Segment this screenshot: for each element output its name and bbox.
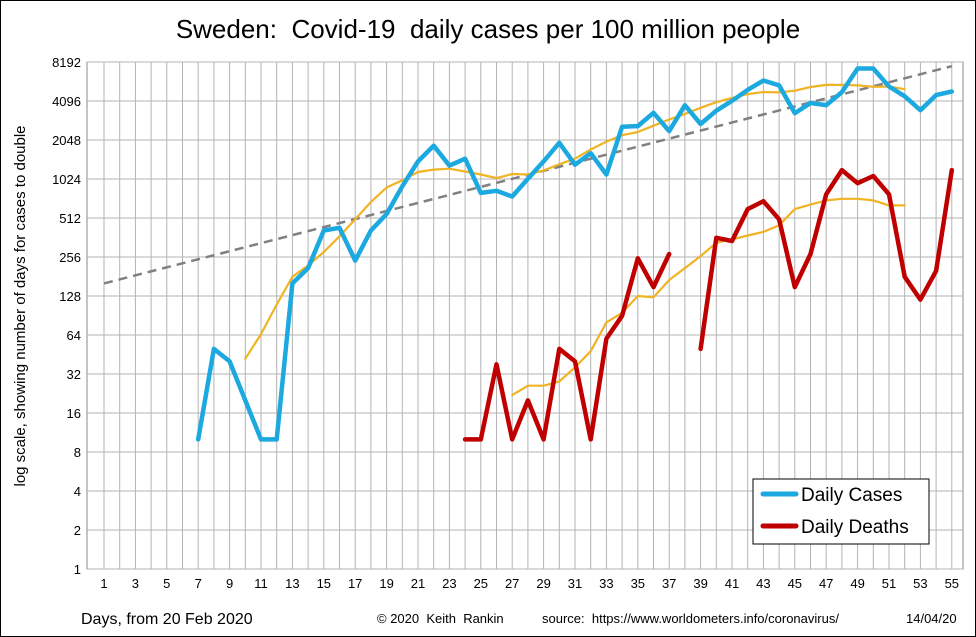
x-tick-label: 9	[226, 576, 233, 591]
grid	[86, 61, 964, 570]
x-tick-label: 51	[882, 576, 896, 591]
legend: Daily Cases Daily Deaths	[752, 478, 930, 545]
y-tick-label: 512	[59, 211, 81, 226]
x-tick-label: 11	[254, 576, 268, 591]
y-tick-label: 64	[67, 328, 81, 343]
series-line-daily-cases	[195, 66, 955, 442]
chart-title: Sweden: Covid-19 daily cases per 100 mil…	[176, 14, 800, 44]
x-tick-label: 45	[788, 576, 802, 591]
x-tick-label: 19	[379, 576, 393, 591]
x-tick-label: 35	[631, 576, 645, 591]
x-tick-label: 31	[568, 576, 582, 591]
y-tick-label: 2	[74, 523, 81, 538]
y-axis-label: log scale, showing number of days for ca…	[12, 125, 29, 486]
x-tick-label: 43	[756, 576, 770, 591]
x-tick-label: 53	[913, 576, 927, 591]
x-tick-label: 39	[693, 576, 707, 591]
x-tick-label: 1	[100, 576, 107, 591]
series-lines	[103, 64, 955, 442]
x-axis-ticks: 1 3 5 7 9 11 13 15 17 19 21 23 25 27 29 31 33 35 37 39 41 43 4…	[100, 576, 959, 591]
x-tick-label: 29	[536, 576, 550, 591]
y-tick-label: 16	[67, 406, 81, 421]
x-tick-label: 3	[132, 576, 139, 591]
y-axis-ticks: 1 2 4 8 16 32 64 128 256 512 1024 2048 4096 8192	[52, 55, 81, 577]
y-tick-label: 128	[59, 289, 81, 304]
x-tick-label: 5	[163, 576, 170, 591]
y-tick-label: 32	[67, 367, 81, 382]
x-tick-label: 37	[662, 576, 676, 591]
legend-label-cases: Daily Cases	[801, 485, 902, 506]
y-tick-label: 1	[74, 562, 81, 577]
date-note: 14/04/20	[906, 611, 957, 626]
copyright-note: © 2020 Keith Rankin	[377, 611, 504, 626]
x-tick-label: 55	[945, 576, 959, 591]
legend-box	[752, 478, 930, 545]
y-tick-label: 256	[59, 250, 81, 265]
y-tick-label: 4	[74, 484, 81, 499]
y-tick-label: 8	[74, 445, 81, 460]
series-line-daily-deaths-2	[698, 167, 955, 352]
x-tick-label: 41	[725, 576, 739, 591]
y-tick-label: 4096	[52, 94, 81, 109]
x-tick-label: 49	[850, 576, 864, 591]
x-tick-label: 21	[411, 576, 425, 591]
y-tick-label: 2048	[52, 133, 81, 148]
x-axis-label: Days, from 20 Feb 2020	[81, 611, 253, 628]
source-note: source: https://www.worldometers.info/co…	[542, 611, 839, 626]
x-tick-label: 23	[442, 576, 456, 591]
legend-label-deaths: Daily Deaths	[801, 517, 909, 538]
x-tick-label: 7	[195, 576, 202, 591]
x-tick-label: 17	[348, 576, 362, 591]
y-tick-label: 1024	[52, 172, 81, 187]
x-tick-label: 27	[505, 576, 519, 591]
x-tick-label: 25	[474, 576, 488, 591]
y-tick-label: 8192	[52, 55, 81, 70]
x-tick-label: 15	[317, 576, 331, 591]
x-tick-label: 47	[819, 576, 833, 591]
x-tick-label: 13	[285, 576, 299, 591]
trend-line-smoothed-1	[244, 83, 906, 360]
series-line-daily-deaths-1	[462, 251, 672, 442]
x-tick-label: 33	[599, 576, 613, 591]
